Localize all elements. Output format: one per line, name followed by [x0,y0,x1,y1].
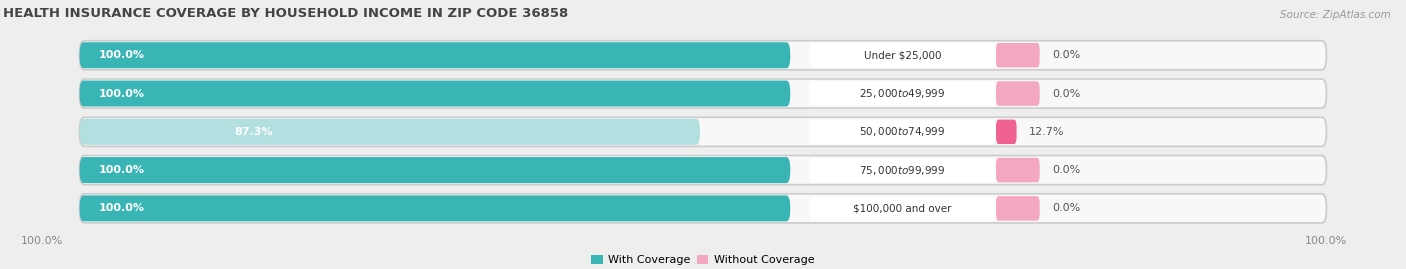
Text: 100.0%: 100.0% [98,89,145,98]
Text: Under $25,000: Under $25,000 [863,50,941,60]
FancyBboxPatch shape [80,195,790,221]
Text: $50,000 to $74,999: $50,000 to $74,999 [859,125,946,138]
FancyBboxPatch shape [80,155,1326,185]
Legend: With Coverage, Without Coverage: With Coverage, Without Coverage [588,250,818,269]
FancyBboxPatch shape [80,79,1326,108]
FancyBboxPatch shape [995,119,1017,144]
FancyBboxPatch shape [80,157,790,183]
FancyBboxPatch shape [80,41,1326,70]
FancyBboxPatch shape [808,158,995,182]
Text: 0.0%: 0.0% [1052,165,1080,175]
FancyBboxPatch shape [995,43,1039,68]
Text: 0.0%: 0.0% [1052,203,1080,213]
Text: $75,000 to $99,999: $75,000 to $99,999 [859,164,946,176]
FancyBboxPatch shape [80,117,1326,146]
Text: 100.0%: 100.0% [98,165,145,175]
FancyBboxPatch shape [80,119,700,145]
Text: 0.0%: 0.0% [1052,89,1080,98]
FancyBboxPatch shape [808,119,995,144]
Text: HEALTH INSURANCE COVERAGE BY HOUSEHOLD INCOME IN ZIP CODE 36858: HEALTH INSURANCE COVERAGE BY HOUSEHOLD I… [3,7,568,20]
FancyBboxPatch shape [808,81,995,106]
Text: 87.3%: 87.3% [235,127,273,137]
Text: $100,000 and over: $100,000 and over [853,203,952,213]
Text: 100.0%: 100.0% [98,203,145,213]
FancyBboxPatch shape [995,158,1039,182]
FancyBboxPatch shape [80,80,790,107]
FancyBboxPatch shape [995,81,1039,106]
Text: $25,000 to $49,999: $25,000 to $49,999 [859,87,946,100]
Text: Source: ZipAtlas.com: Source: ZipAtlas.com [1279,10,1391,20]
FancyBboxPatch shape [808,43,995,68]
FancyBboxPatch shape [808,196,995,221]
Text: 12.7%: 12.7% [1029,127,1064,137]
FancyBboxPatch shape [995,196,1039,221]
FancyBboxPatch shape [80,194,1326,223]
FancyBboxPatch shape [80,42,790,68]
Text: 100.0%: 100.0% [98,50,145,60]
Text: 0.0%: 0.0% [1052,50,1080,60]
